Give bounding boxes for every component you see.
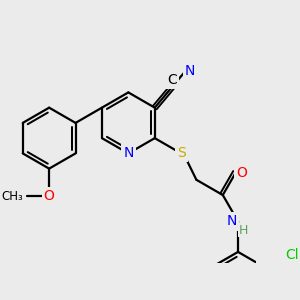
Text: N: N	[226, 214, 237, 228]
Text: CH₃: CH₃	[2, 190, 23, 202]
Text: C: C	[167, 73, 177, 87]
Text: S: S	[177, 146, 185, 161]
Text: O: O	[236, 166, 247, 180]
Text: Cl: Cl	[286, 248, 299, 262]
Text: N: N	[123, 146, 134, 161]
Text: N: N	[185, 64, 196, 79]
Text: H: H	[239, 224, 248, 237]
Text: O: O	[44, 189, 55, 203]
